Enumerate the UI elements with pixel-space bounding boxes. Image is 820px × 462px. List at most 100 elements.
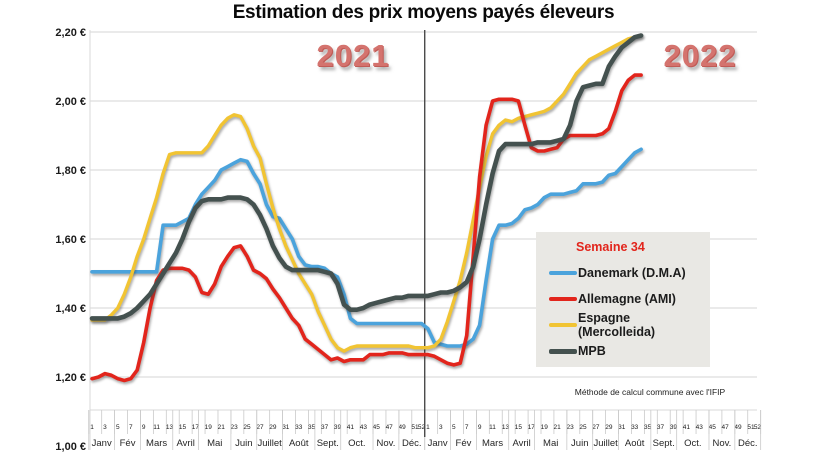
y-axis-tick-label: 1,80 € bbox=[55, 165, 86, 177]
week-tick-label: 47 bbox=[722, 424, 730, 431]
month-label: Sept. bbox=[317, 438, 339, 449]
month-label: Mars bbox=[146, 438, 167, 449]
legend-swatch-espagne bbox=[549, 323, 577, 327]
week-tick-label: 15 bbox=[179, 424, 187, 431]
week-tick-label: 33 bbox=[631, 424, 639, 431]
legend-item-allemagne: Allemagne (AMI) bbox=[549, 286, 710, 312]
week-tick-label: 52 bbox=[418, 424, 426, 431]
week-tick-label: 7 bbox=[465, 424, 469, 431]
month-label: Nov. bbox=[377, 438, 396, 449]
week-tick-label: 17 bbox=[192, 424, 200, 431]
series-line-danemark-d-m-a bbox=[90, 147, 643, 348]
legend-swatch-allemagne bbox=[549, 297, 577, 301]
week-tick-label: 21 bbox=[218, 424, 226, 431]
month-label: Oct. bbox=[348, 438, 365, 449]
week-tick-label: 13 bbox=[166, 424, 174, 431]
week-tick-label: 1 bbox=[90, 424, 94, 431]
chart-title: Estimation des prix moyens payés éleveur… bbox=[232, 2, 615, 23]
week-tick-label: 23 bbox=[231, 424, 239, 431]
month-label: Mai bbox=[207, 438, 222, 449]
month-label: Juillet bbox=[258, 438, 283, 449]
year-label-2021: 2021 bbox=[316, 38, 390, 73]
week-tick-label: 51 bbox=[411, 424, 419, 431]
month-label: Juillet bbox=[593, 438, 618, 449]
week-tick-label: 5 bbox=[116, 424, 120, 431]
y-axis-tick-label: 1,60 € bbox=[55, 234, 86, 246]
week-tick-label: 49 bbox=[398, 424, 406, 431]
legend-title: Semaine 34 bbox=[576, 240, 645, 254]
month-label: Avril bbox=[512, 438, 530, 449]
week-tick-label: 43 bbox=[696, 424, 704, 431]
week-tick-label: 47 bbox=[386, 424, 394, 431]
y-axis-tick-label: 1,40 € bbox=[55, 303, 86, 315]
week-tick-label: 1 bbox=[426, 424, 430, 431]
y-axis-tick-label: 1,00 € bbox=[55, 441, 86, 453]
week-tick-label: 31 bbox=[618, 424, 626, 431]
month-label: Mai bbox=[543, 438, 558, 449]
week-tick-label: 33 bbox=[295, 424, 303, 431]
week-tick-label: 15 bbox=[515, 424, 523, 431]
week-tick-label: 27 bbox=[592, 424, 600, 431]
week-tick-label: 17 bbox=[528, 424, 536, 431]
week-tick-label: 25 bbox=[243, 424, 251, 431]
week-tick-label: 29 bbox=[605, 424, 613, 431]
legend-label: MPB bbox=[578, 344, 606, 358]
month-label: Janv bbox=[428, 438, 448, 449]
week-tick-label: 19 bbox=[541, 424, 549, 431]
week-tick-label: 37 bbox=[321, 424, 329, 431]
legend-label: Danemark (D.M.A) bbox=[578, 266, 686, 280]
week-tick-label: 29 bbox=[269, 424, 277, 431]
week-tick-label: 49 bbox=[734, 424, 742, 431]
legend-item-espagne: Espagne (Mercolleida) bbox=[549, 311, 710, 339]
week-tick-label: 37 bbox=[657, 424, 665, 431]
month-label: Fév bbox=[120, 438, 136, 449]
month-label: Juin bbox=[235, 438, 252, 449]
week-tick-label: 11 bbox=[153, 424, 160, 431]
week-tick-label: 43 bbox=[360, 424, 368, 431]
week-tick-label: 45 bbox=[373, 424, 381, 431]
series-line-allemagne-ami bbox=[90, 73, 643, 383]
legend-item-danemark: Danemark (D.M.A) bbox=[549, 260, 710, 286]
month-label: Nov. bbox=[712, 438, 731, 449]
month-label: Fév bbox=[456, 438, 472, 449]
week-tick-label: 5 bbox=[452, 424, 456, 431]
week-tick-label: 3 bbox=[103, 424, 107, 431]
week-tick-label: 39 bbox=[670, 424, 678, 431]
week-tick-label: 9 bbox=[478, 424, 482, 431]
week-tick-label: 7 bbox=[129, 424, 133, 431]
month-label: Août bbox=[625, 438, 645, 449]
series-line-mpb bbox=[89, 33, 644, 321]
week-tick-label: 51 bbox=[747, 424, 755, 431]
week-tick-label: 3 bbox=[439, 424, 443, 431]
legend-swatch-mpb bbox=[549, 348, 577, 354]
week-tick-label: 39 bbox=[334, 424, 342, 431]
week-tick-label: 9 bbox=[142, 424, 146, 431]
chart-legend: Semaine 34 Danemark (D.M.A) Allemagne (A… bbox=[536, 232, 710, 367]
month-label: Déc. bbox=[738, 438, 758, 449]
week-tick-label: 23 bbox=[566, 424, 574, 431]
week-tick-label: 35 bbox=[644, 424, 652, 431]
week-tick-label: 52 bbox=[754, 424, 762, 431]
legend-swatch-danemark bbox=[549, 271, 577, 275]
week-tick-label: 35 bbox=[308, 424, 316, 431]
month-label: Avril bbox=[177, 438, 195, 449]
month-label: Janv bbox=[92, 438, 112, 449]
year-label-2022: 2022 bbox=[663, 38, 737, 73]
legend-label: Allemagne (AMI) bbox=[578, 292, 676, 306]
week-tick-label: 11 bbox=[489, 424, 496, 431]
series-line-espagne-mercolleida bbox=[90, 33, 643, 353]
month-label: Sept. bbox=[653, 438, 675, 449]
week-tick-label: 41 bbox=[683, 424, 691, 431]
footnote: Méthode de calcul commune avec l'IFIP bbox=[574, 387, 726, 397]
month-label: Juin bbox=[571, 438, 588, 449]
week-tick-label: 25 bbox=[579, 424, 587, 431]
month-label: Déc. bbox=[402, 438, 422, 449]
week-tick-label: 21 bbox=[554, 424, 562, 431]
month-label: Août bbox=[289, 438, 309, 449]
month-label: Mars bbox=[482, 438, 503, 449]
y-axis-tick-label: 2,20 € bbox=[55, 27, 86, 39]
week-tick-label: 19 bbox=[205, 424, 213, 431]
week-tick-label: 45 bbox=[709, 424, 717, 431]
